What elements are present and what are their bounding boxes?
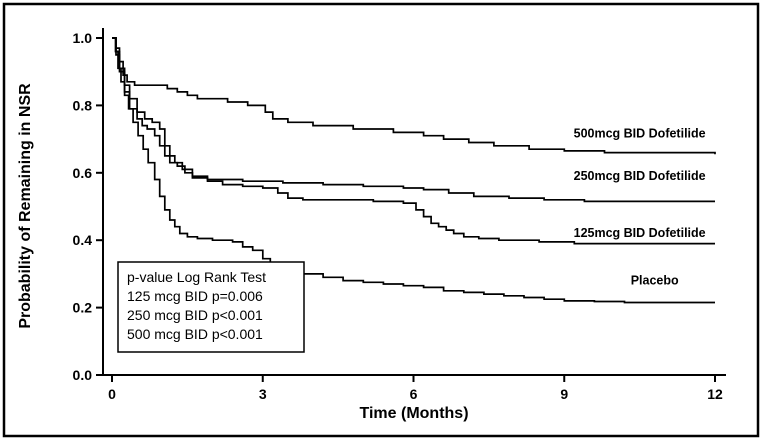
y-tick-label: 0.0 xyxy=(73,367,93,383)
pvalue-box-border xyxy=(117,261,305,353)
y-tick-label: 0.8 xyxy=(73,97,93,113)
x-tick-label: 12 xyxy=(707,386,723,402)
series-label-dofetilide-250: 250mcg BID Dofetilide xyxy=(574,169,706,183)
pvalue-box-title: p-value Log Rank Test xyxy=(127,269,266,285)
pvalue-line-250: 250 mcg BID p<0.001 xyxy=(127,307,263,323)
y-tick-label: 0.4 xyxy=(73,232,93,248)
survival-curves xyxy=(112,37,716,304)
x-tick-label: 6 xyxy=(410,386,418,402)
x-tick-label: 9 xyxy=(560,386,568,402)
y-tick-label: 0.2 xyxy=(73,300,93,316)
series-labels: 500mcg BID Dofetilide 250mcg BID Dofetili… xyxy=(574,126,706,287)
series-label-dofetilide-500: 500mcg BID Dofetilide xyxy=(574,126,706,140)
y-tick-label: 1.0 xyxy=(73,30,93,46)
x-axis-title: Time (Months) xyxy=(359,405,468,422)
y-tick-label: 0.6 xyxy=(73,165,93,181)
axes: 0 3 6 9 12 0.0 0.2 0.4 0.6 0.8 1.0 xyxy=(73,28,726,402)
y-axis-title: Probability of Remaining in NSR xyxy=(17,83,34,329)
x-tick-label: 3 xyxy=(259,386,267,402)
pvalue-line-125: 125 mcg BID p=0.006 xyxy=(127,288,263,304)
curve-placebo xyxy=(112,37,715,304)
curve-dofetilide-125 xyxy=(112,37,715,245)
series-label-dofetilide-125: 125mcg BID Dofetilide xyxy=(574,226,706,240)
pvalue-box: p-value Log Rank Test 125 mcg BID p=0.00… xyxy=(117,261,305,353)
series-label-placebo: Placebo xyxy=(631,274,679,288)
curve-dofetilide-500 xyxy=(112,37,716,155)
x-tick-label: 0 xyxy=(108,386,116,402)
pvalue-line-500: 500 mcg BID p<0.001 xyxy=(127,326,263,342)
